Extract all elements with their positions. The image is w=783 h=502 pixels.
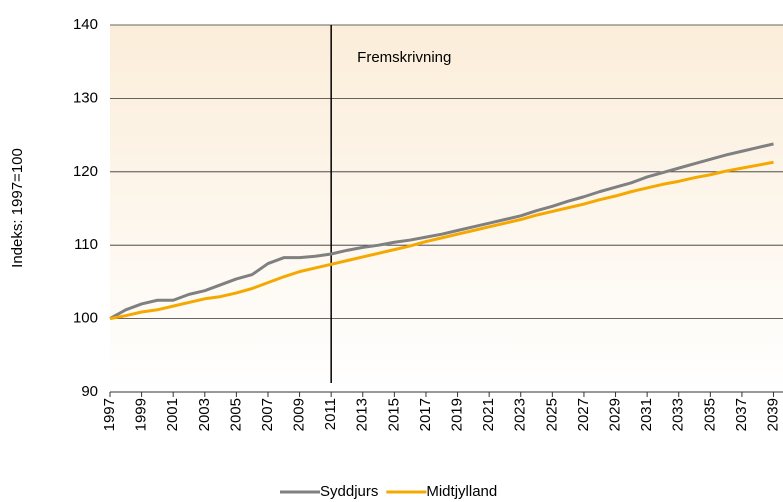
x-tick-label: 2033 (670, 398, 687, 431)
x-tick-label: 2029 (607, 398, 624, 431)
x-tick-label: 2037 (733, 398, 750, 431)
series-line (109, 142, 774, 320)
x-tick-label: 2015 (385, 398, 402, 431)
legend-label: Syddjurs (320, 483, 378, 500)
x-tick-label: 2001 (164, 398, 181, 431)
x-tick-label: 1997 (101, 398, 118, 431)
y-tick-label: 90 (81, 383, 98, 400)
x-tick-label: 2039 (764, 398, 781, 431)
plot-area (110, 25, 783, 392)
x-tick-label: 2003 (196, 398, 213, 431)
x-tick-label: 2007 (259, 398, 276, 431)
x-tick-label: 2035 (701, 398, 718, 431)
x-tick-label: 2019 (449, 398, 466, 431)
y-tick-label: 120 (73, 163, 98, 180)
x-tick-label: 2005 (227, 398, 244, 431)
x-tick-label: 2023 (512, 398, 529, 431)
y-tick-label: 110 (74, 236, 98, 253)
x-tick-label: 2013 (354, 398, 371, 431)
legend-label: Midtjylland (426, 483, 497, 500)
x-tick-label: 2025 (543, 398, 560, 431)
x-tick-label: 2011 (322, 398, 339, 430)
x-tick-label: 2009 (291, 398, 308, 431)
x-tick-label: 2021 (480, 398, 497, 431)
x-tick-label: 2027 (575, 398, 592, 431)
x-tick-label: 2017 (417, 398, 434, 431)
y-tick-label: 130 (73, 89, 98, 106)
annotation-text: Fremskrivning (357, 49, 451, 66)
series-line (109, 160, 774, 321)
y-tick-label: 140 (73, 16, 98, 33)
y-axis-label: Indeks: 1997=100 (9, 148, 26, 268)
x-tick-label: 1999 (133, 398, 150, 431)
y-tick-label: 100 (73, 310, 98, 327)
x-tick-label: 2031 (638, 398, 655, 431)
